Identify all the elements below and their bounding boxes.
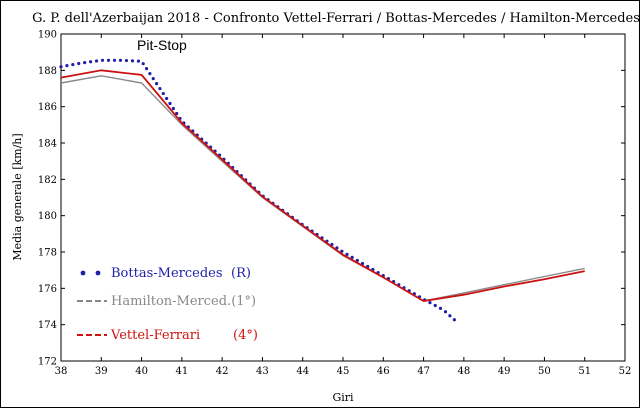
x-tick-label: 38 bbox=[55, 366, 68, 377]
series-line-bottas-mercedes bbox=[59, 58, 460, 325]
legend-marker-bottas-mercedes bbox=[80, 270, 86, 276]
x-tick-label: 39 bbox=[95, 366, 108, 377]
pit-stop-annotation: Pit-Stop bbox=[137, 37, 187, 53]
y-tick-label: 174 bbox=[38, 320, 57, 331]
legend-label-bottas-mercedes: Bottas-Mercedes bbox=[111, 266, 223, 281]
y-tick-label: 180 bbox=[38, 211, 57, 222]
legend-label-hamilton-merced-1: Hamilton-Merced.(1°) bbox=[111, 294, 256, 309]
legend: Bottas-Mercedes (R) Hamilton-Merced.(1°) Ve… bbox=[77, 266, 258, 343]
y-tick-label: 190 bbox=[38, 30, 57, 41]
x-tick-label: 52 bbox=[619, 366, 632, 377]
x-tick-label: 43 bbox=[256, 366, 269, 377]
x-tick-label: 50 bbox=[538, 366, 551, 377]
y-tick-label: 184 bbox=[38, 139, 57, 150]
x-tick-label: 45 bbox=[337, 366, 350, 377]
x-tick-label: 48 bbox=[457, 366, 470, 377]
y-tick-label: 182 bbox=[38, 175, 57, 186]
x-tick-label: 49 bbox=[498, 366, 511, 377]
legend-note-vettel-ferrari: (4°) bbox=[233, 328, 258, 343]
y-tick-label: 176 bbox=[38, 284, 57, 295]
chart-title: G. P. dell'Azerbaijan 2018 - Confronto V… bbox=[32, 11, 640, 26]
y-tick-label: 186 bbox=[38, 102, 57, 113]
axis-ticks: 38 39 40 41 42 43 44 45 46 47 48 49 50 51 52 172 174 176 1… bbox=[38, 30, 631, 378]
y-tick-label: 178 bbox=[38, 248, 57, 259]
legend-marker-bottas-mercedes bbox=[95, 270, 101, 276]
x-tick-label: 46 bbox=[377, 366, 390, 377]
x-tick-label: 40 bbox=[135, 366, 148, 377]
x-tick-label: 44 bbox=[296, 366, 309, 377]
x-tick-label: 42 bbox=[216, 366, 229, 377]
legend-label-vettel-ferrari: Vettel-Ferrari bbox=[110, 328, 200, 343]
legend-note-bottas-mercedes: (R) bbox=[231, 266, 251, 281]
x-axis-label: Giri bbox=[332, 391, 354, 404]
series-line-vettel-ferrari bbox=[60, 69, 585, 302]
x-tick-label: 47 bbox=[417, 366, 430, 377]
y-tick-label: 172 bbox=[38, 357, 57, 368]
x-tick-label: 51 bbox=[578, 366, 591, 377]
x-tick-label: 41 bbox=[175, 366, 188, 377]
y-axis-label: Media generale [km/h] bbox=[11, 133, 24, 260]
plot-area bbox=[60, 33, 626, 362]
y-tick-label: 188 bbox=[38, 66, 57, 77]
series-layer bbox=[59, 58, 585, 325]
